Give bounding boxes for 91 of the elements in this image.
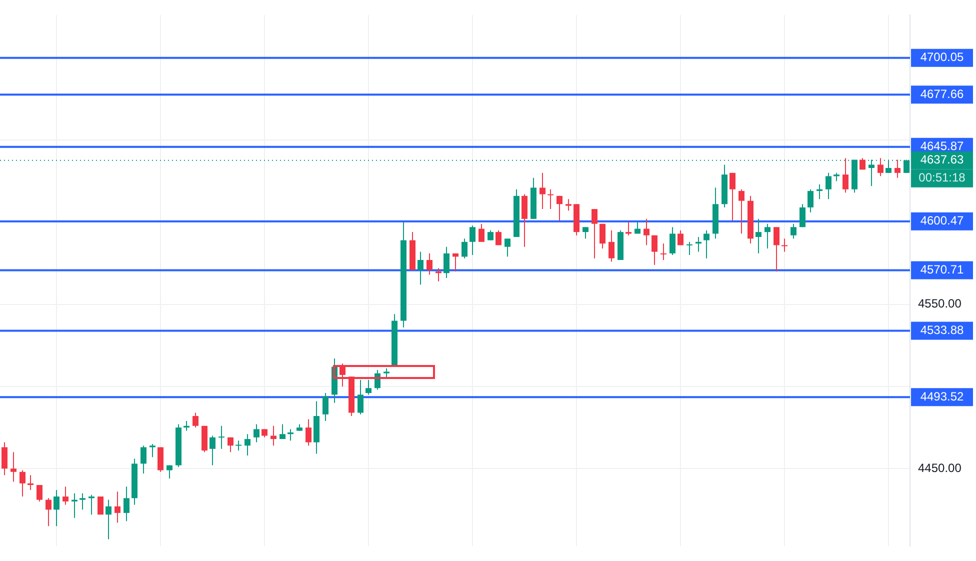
- candlestick: [106, 499, 112, 540]
- candlestick: [72, 492, 78, 518]
- candlestick: [366, 379, 372, 396]
- candlestick: [36, 484, 42, 502]
- candlestick: [184, 420, 190, 432]
- candlestick: [384, 368, 390, 379]
- ref-line-label: 4570.71: [920, 262, 964, 277]
- candlestick: [140, 445, 146, 474]
- candlestick: [488, 230, 494, 241]
- ref-line-label: 4600.47: [920, 214, 964, 228]
- candlestick: [340, 362, 346, 387]
- candlestick: [808, 188, 814, 213]
- candlestick: [826, 172, 832, 200]
- candlestick: [98, 496, 104, 516]
- candlestick: [270, 425, 276, 446]
- candlestick: [20, 470, 26, 498]
- candlestick: [88, 494, 94, 516]
- candlestick: [522, 194, 528, 248]
- candlestick: [548, 188, 554, 210]
- y-tick-label: 4450.00: [918, 460, 962, 475]
- candlestick: [704, 230, 710, 259]
- candlestick: [280, 424, 286, 440]
- candlestick: [2, 442, 8, 476]
- candlestick: [114, 491, 120, 524]
- ref-line-label: 4493.52: [920, 389, 964, 404]
- candlestick: [236, 440, 242, 452]
- candlestick: [228, 436, 234, 453]
- candlestick: [358, 379, 364, 415]
- candlestick: [756, 218, 762, 254]
- candlestick: [254, 424, 260, 443]
- candlestick: [192, 412, 198, 428]
- candlestick: [210, 435, 216, 466]
- candlestick: [678, 230, 684, 246]
- candlestick: [436, 268, 442, 282]
- candlestick: [800, 204, 806, 228]
- candlestick: [696, 236, 702, 252]
- candlestick: [496, 230, 502, 246]
- candlestick: [540, 172, 546, 210]
- candlestick: [608, 230, 614, 262]
- candlestick: [478, 223, 484, 242]
- candlestick: [738, 188, 744, 234]
- candlestick: [288, 428, 294, 442]
- candlestick: [686, 241, 692, 256]
- candlestick: [730, 172, 736, 222]
- candlestick: [886, 159, 892, 174]
- candlestick: [462, 238, 468, 259]
- candlestick: [842, 158, 848, 194]
- candlestick: [878, 158, 884, 177]
- candlestick: [600, 223, 606, 249]
- candlestick: [80, 492, 86, 510]
- candlestick: [124, 486, 130, 522]
- candlestick: [54, 489, 60, 527]
- ref-line-label: 4677.66: [920, 86, 964, 101]
- ref-line-label: 4700.05: [920, 50, 964, 64]
- candlestick: [244, 434, 250, 456]
- candlestick: [652, 234, 658, 266]
- candlestick: [670, 226, 676, 256]
- candlestick: [418, 251, 424, 286]
- candlestick: [322, 392, 328, 422]
- text: 00:51:18: [918, 170, 966, 185]
- candlestick: [470, 224, 476, 256]
- candlestick: [10, 452, 16, 482]
- candlestick: [566, 198, 572, 212]
- candlestick: [556, 195, 562, 222]
- candlestick: [790, 223, 796, 240]
- y-tick-label: 4550.00: [918, 296, 962, 311]
- candlestick: [894, 159, 900, 178]
- candlestick: [782, 238, 788, 252]
- candlestick: [444, 246, 450, 279]
- candlestick: [306, 418, 312, 446]
- candlestick: [582, 226, 588, 240]
- candlestick: [816, 184, 822, 200]
- ref-line-label: 4637.63: [920, 152, 964, 167]
- candlestick: [592, 208, 598, 259]
- candlestick: [644, 218, 650, 246]
- candlestick: [150, 443, 156, 458]
- candlestick: [660, 243, 666, 260]
- candlestick: [626, 222, 632, 236]
- candlestick: [764, 223, 770, 249]
- candlestick: [166, 464, 172, 479]
- candlestick: [504, 238, 510, 258]
- ref-line-label: 4645.87: [920, 139, 964, 154]
- ref-line-label: 4533.88: [920, 323, 964, 338]
- candlestick: [452, 252, 458, 272]
- candlestick: [46, 498, 52, 527]
- candlestick: [158, 446, 164, 472]
- candlestick: [426, 252, 432, 276]
- candlestick: [774, 226, 780, 272]
- candlestick: [62, 486, 68, 506]
- candlestick: [28, 474, 34, 490]
- candlestick: [218, 425, 224, 450]
